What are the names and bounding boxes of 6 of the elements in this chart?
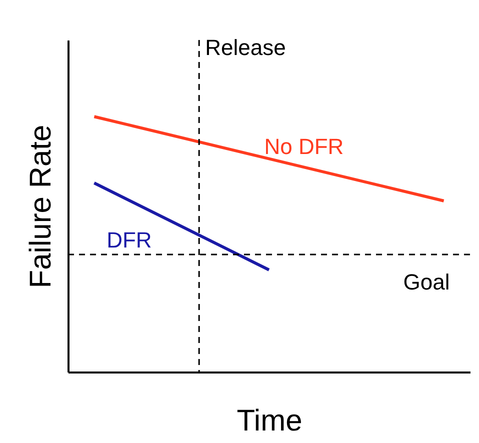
series-label: DFR — [106, 227, 152, 252]
y-axis-title: Failure Rate — [24, 124, 58, 288]
annotation: Release — [205, 35, 286, 60]
ref-line-label: Goal — [403, 270, 450, 295]
series-label: No DFR — [264, 134, 344, 160]
x-axis-title: Time — [236, 404, 302, 438]
